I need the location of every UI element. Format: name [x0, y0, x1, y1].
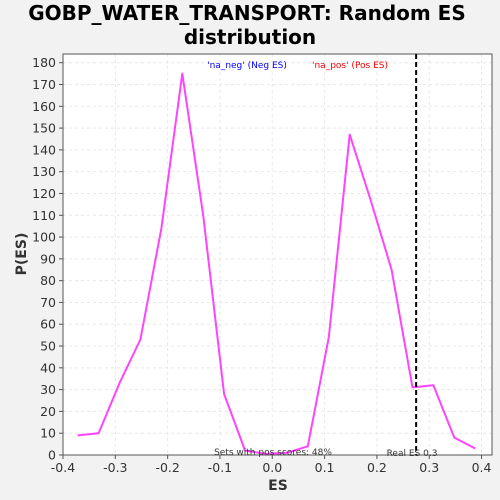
y-tick-label: 160: [32, 99, 56, 114]
y-tick-label: 170: [32, 77, 56, 92]
axes: [62, 53, 493, 456]
pos-score-annotation: Sets with pos scores: 48%: [214, 448, 332, 458]
y-tick-label: 150: [32, 121, 56, 136]
y-tick-label: 180: [32, 55, 56, 70]
x-tick-label: 0.3: [419, 460, 439, 475]
y-tick-label: 130: [32, 164, 56, 179]
y-tick-label: 60: [40, 317, 56, 332]
y-tick-label: 40: [40, 360, 56, 375]
series-line: [77, 72, 476, 455]
plot-border: [62, 53, 493, 456]
x-tick-label: 0.0: [262, 460, 282, 475]
chart-title-line-2: distribution: [184, 25, 316, 49]
legend-neg: 'na_neg' (Neg ES): [207, 61, 287, 71]
y-tick-label: 120: [32, 186, 56, 201]
x-tick-label: 0.1: [315, 460, 335, 475]
x-tick-label: -0.1: [208, 460, 232, 475]
x-tick-label: -0.4: [51, 460, 75, 475]
chart-title-line-1: GOBP_WATER_TRANSPORT: Random ES: [28, 1, 466, 25]
plot-area: [63, 54, 492, 455]
real-es-label: Real ES 0.3: [387, 449, 438, 459]
x-tick-label: -0.3: [103, 460, 127, 475]
y-tick-label: 30: [40, 382, 56, 397]
x-tick-label: 0.2: [367, 460, 387, 475]
legend-pos: 'na_pos' (Pos ES): [312, 61, 388, 71]
y-tick-label: 70: [40, 295, 56, 310]
y-tick-label: 100: [32, 230, 56, 245]
y-tick-label: 10: [40, 426, 56, 441]
y-axis-label: P(ES): [14, 233, 30, 276]
x-tick-label: 0.4: [472, 460, 492, 475]
y-tick-label: 20: [40, 404, 56, 419]
y-tick-label: 50: [40, 339, 56, 354]
y-tick-label: 90: [40, 251, 56, 266]
x-tick-label: -0.2: [155, 460, 179, 475]
grid-lines: [62, 54, 492, 456]
y-tick-label: 80: [40, 273, 56, 288]
y-tick-label: 110: [32, 208, 56, 223]
y-tick-label: 140: [32, 142, 56, 157]
y-tick-label: 0: [48, 448, 56, 463]
x-axis-label: ES: [268, 478, 288, 494]
tick-marks: [59, 62, 483, 459]
